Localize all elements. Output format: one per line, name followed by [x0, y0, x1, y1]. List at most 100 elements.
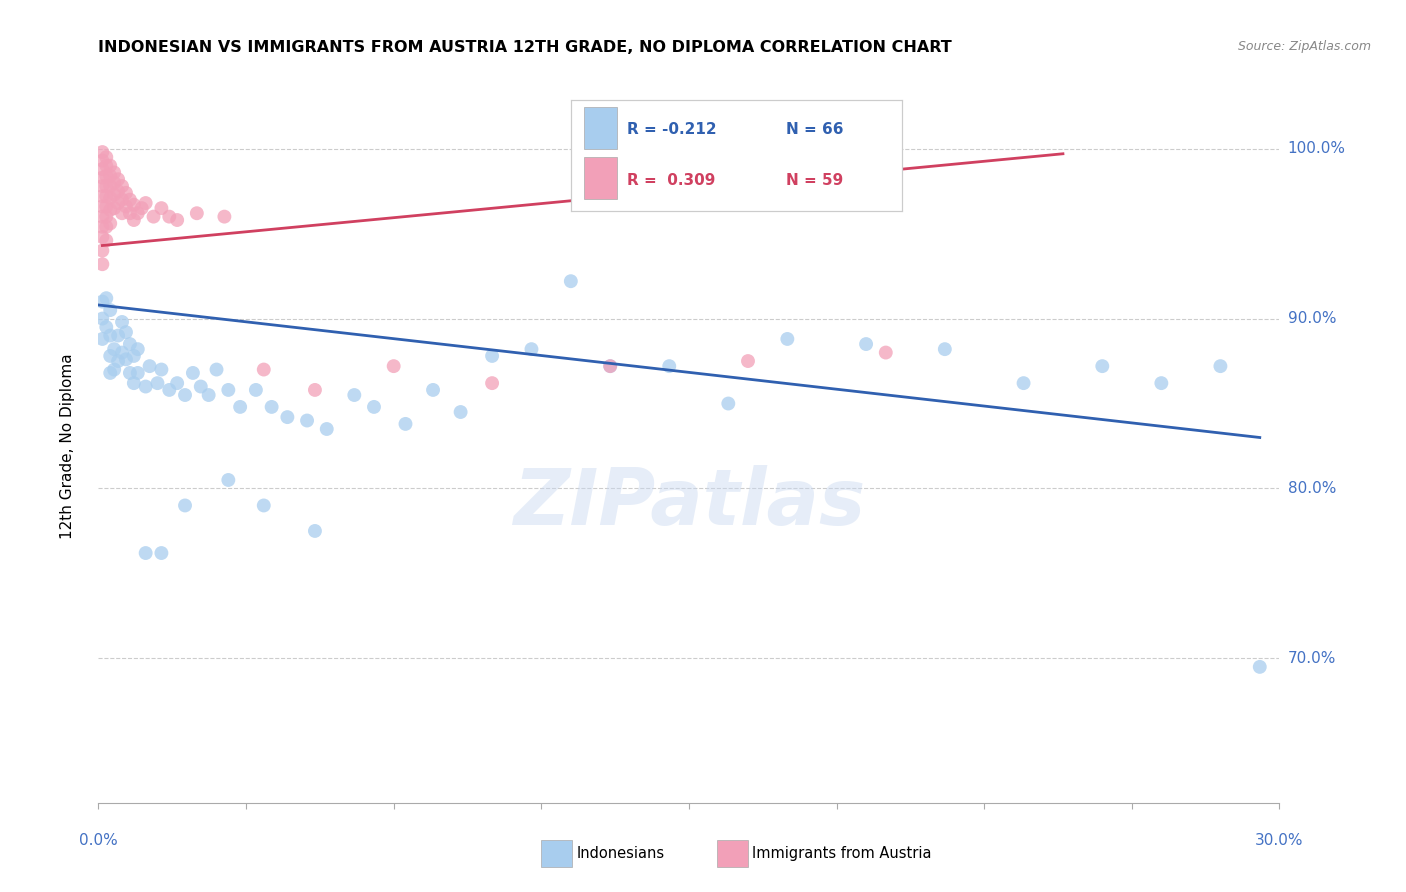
Point [91, 199, 114, 213]
Point [98, 366, 121, 380]
Point [1249, 660, 1271, 674]
Point [315, 422, 337, 436]
Text: 100.0%: 100.0% [1288, 141, 1346, 156]
Point [166, 376, 188, 391]
Point [304, 524, 326, 538]
Point [91, 145, 114, 159]
Point [135, 196, 157, 211]
Point [855, 337, 877, 351]
Point [776, 332, 799, 346]
Point [138, 359, 160, 373]
Point [205, 362, 228, 376]
Point [103, 201, 125, 215]
Point [91, 219, 114, 234]
Point [658, 359, 681, 373]
Point [96, 291, 118, 305]
Point [107, 172, 129, 186]
Point [98, 202, 121, 217]
Point [127, 206, 149, 220]
Text: 30.0%: 30.0% [1256, 833, 1303, 848]
Point [150, 362, 173, 376]
Point [245, 383, 267, 397]
Point [127, 366, 149, 380]
Point [1209, 359, 1232, 373]
Point [115, 325, 138, 339]
Point [98, 169, 121, 183]
Point [118, 337, 141, 351]
Point [98, 159, 121, 173]
Point [118, 193, 141, 207]
Point [98, 179, 121, 194]
Point [481, 376, 503, 391]
Point [122, 198, 145, 212]
Point [186, 206, 208, 220]
Point [115, 186, 138, 200]
Point [481, 349, 503, 363]
Point [135, 546, 157, 560]
Point [98, 216, 121, 230]
Point [394, 417, 416, 431]
Point [599, 359, 621, 373]
Point [103, 165, 125, 179]
Point [103, 342, 125, 356]
Point [111, 193, 134, 207]
Point [135, 379, 157, 393]
Point [96, 199, 118, 213]
Point [111, 206, 134, 220]
Point [96, 234, 118, 248]
Point [98, 349, 121, 363]
Point [1091, 359, 1114, 373]
Point [166, 213, 188, 227]
Point [96, 219, 118, 234]
Point [157, 210, 180, 224]
Text: INDONESIAN VS IMMIGRANTS FROM AUSTRIA 12TH GRADE, NO DIPLOMA CORRELATION CHART: INDONESIAN VS IMMIGRANTS FROM AUSTRIA 12… [98, 40, 952, 55]
Point [107, 354, 129, 368]
Point [96, 150, 118, 164]
Point [934, 342, 956, 356]
Text: Source: ZipAtlas.com: Source: ZipAtlas.com [1237, 40, 1371, 54]
Point [343, 388, 366, 402]
Point [1150, 376, 1173, 391]
Point [450, 405, 472, 419]
Point [382, 359, 405, 373]
Y-axis label: 12th Grade, No Diploma: 12th Grade, No Diploma [60, 353, 75, 539]
Point [96, 210, 118, 224]
Point [1012, 376, 1035, 391]
Point [98, 191, 121, 205]
Point [150, 546, 173, 560]
Text: 80.0%: 80.0% [1288, 481, 1336, 496]
Point [737, 354, 759, 368]
Point [560, 274, 582, 288]
Point [118, 206, 141, 220]
Point [91, 179, 114, 194]
Point [520, 342, 543, 356]
Text: 70.0%: 70.0% [1288, 651, 1336, 666]
Point [142, 210, 165, 224]
Text: Immigrants from Austria: Immigrants from Austria [752, 847, 932, 861]
Point [103, 176, 125, 190]
Point [118, 366, 141, 380]
Point [91, 189, 114, 203]
Point [127, 342, 149, 356]
Point [115, 199, 138, 213]
Point [91, 162, 114, 177]
Point [599, 359, 621, 373]
Point [111, 345, 134, 359]
Point [422, 383, 444, 397]
Point [96, 159, 118, 173]
Point [229, 400, 252, 414]
Point [96, 169, 118, 183]
Point [91, 257, 114, 271]
Point [276, 410, 298, 425]
Point [91, 332, 114, 346]
Point [103, 187, 125, 202]
Point [122, 349, 145, 363]
Point [181, 366, 204, 380]
Point [91, 311, 114, 326]
Point [98, 303, 121, 318]
Point [91, 294, 114, 309]
Point [190, 379, 212, 393]
Point [91, 170, 114, 185]
Point [174, 499, 197, 513]
Point [131, 201, 153, 215]
